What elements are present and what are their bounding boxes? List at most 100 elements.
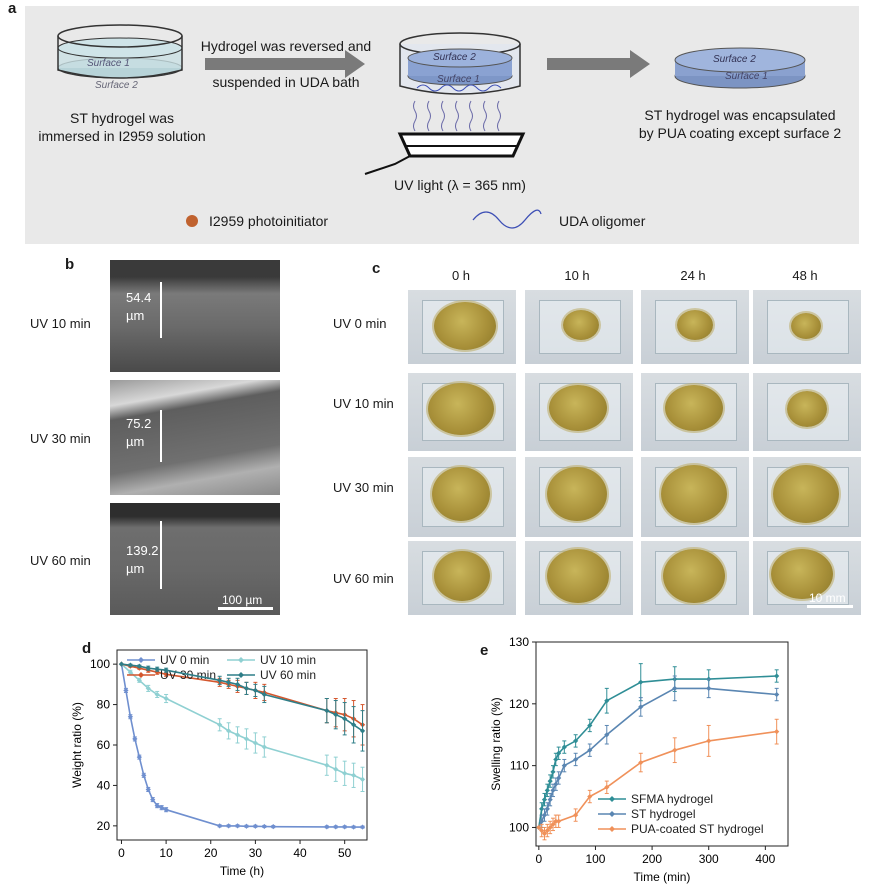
sem-scale-bar bbox=[218, 607, 273, 610]
data-point bbox=[351, 824, 357, 830]
series-line bbox=[120, 663, 363, 828]
y-tick-label: 20 bbox=[97, 819, 111, 833]
data-point bbox=[270, 824, 276, 830]
data-point bbox=[638, 759, 644, 766]
panel-label-a: a bbox=[8, 0, 17, 17]
data-point bbox=[541, 831, 548, 837]
x-tick-label: 20 bbox=[204, 846, 218, 860]
arrow-text-line-2: suspended in UDA bath bbox=[212, 74, 360, 90]
y-axis-label: Weight ratio (%) bbox=[70, 702, 84, 788]
data-point bbox=[706, 685, 712, 691]
data-point bbox=[550, 769, 556, 775]
sem-image-uv10: 54.4 µm bbox=[110, 260, 280, 372]
data-point bbox=[217, 677, 223, 683]
legend-label: ST hydrogel bbox=[631, 807, 695, 821]
legend-marker bbox=[609, 826, 615, 832]
thickness-marker bbox=[160, 410, 162, 462]
series-line bbox=[538, 687, 777, 828]
legend-marker bbox=[238, 657, 244, 663]
x-tick-label: 10 bbox=[159, 846, 173, 860]
sem-image-uv30: 75.2 µm bbox=[110, 380, 280, 495]
x-tick-label: 200 bbox=[642, 852, 662, 866]
data-point bbox=[359, 728, 366, 734]
y-tick-label: 60 bbox=[97, 738, 111, 752]
data-point bbox=[556, 775, 562, 781]
x-tick-label: 40 bbox=[293, 846, 307, 860]
step-1-line-1: ST hydrogel was bbox=[69, 110, 174, 126]
data-point bbox=[359, 824, 366, 830]
data-point bbox=[544, 806, 550, 812]
data-point bbox=[774, 673, 780, 679]
data-point bbox=[672, 685, 678, 691]
legend-photoinitiator: I2959 photoinitiator bbox=[209, 213, 329, 229]
data-point bbox=[774, 729, 780, 735]
process-arrow-1 bbox=[205, 50, 365, 78]
panel-label-c: c bbox=[372, 260, 381, 277]
data-point bbox=[163, 807, 169, 813]
surface-1-label-final: Surface 1 bbox=[725, 71, 768, 82]
data-point bbox=[118, 661, 125, 667]
photo-uv10-48h bbox=[753, 373, 861, 451]
data-point bbox=[163, 667, 169, 673]
photo-col-48h: 48 h bbox=[792, 268, 818, 283]
data-point bbox=[243, 736, 250, 742]
swelling-ratio-chart: 0 100 200 300 400 100 110 120 130 Time (min) Swell… bbox=[489, 635, 789, 884]
x-tick-label: 0 bbox=[535, 852, 542, 866]
surface-2-label-dish1: Surface 2 bbox=[95, 80, 138, 91]
legend-label: UV 60 min bbox=[260, 668, 316, 682]
data-point bbox=[351, 722, 357, 728]
photo-uv0-0h bbox=[408, 290, 516, 364]
photo-uv0-10h bbox=[525, 290, 633, 364]
data-point bbox=[774, 691, 780, 698]
schematic-panel: Surface 1 Surface 2 Surface 2 Surface 1 … bbox=[25, 6, 859, 244]
photo-uv30-24h bbox=[641, 457, 749, 537]
x-tick-label: 30 bbox=[249, 846, 263, 860]
series-pua-coated-st-hydrogel bbox=[536, 718, 780, 841]
legend-label: UV 10 min bbox=[260, 653, 316, 667]
data-point bbox=[561, 744, 567, 750]
photo-uv0-24h bbox=[641, 290, 749, 364]
data-point bbox=[550, 821, 556, 827]
surface-2-label-dish2: Surface 2 bbox=[433, 52, 476, 63]
x-axis-label: Time (min) bbox=[634, 870, 691, 884]
legend-label: SFMA hydrogel bbox=[631, 792, 713, 806]
photo-uv30-10h bbox=[525, 457, 633, 537]
legend-marker bbox=[138, 657, 144, 663]
data-point bbox=[261, 823, 267, 830]
photo-uv60-48h: 10 mm bbox=[753, 541, 861, 615]
data-point bbox=[561, 763, 567, 769]
surface-2-label-final: Surface 2 bbox=[713, 54, 756, 65]
thickness-value: 54.4 bbox=[126, 290, 152, 305]
panel-label-d: d bbox=[82, 640, 92, 657]
data-point bbox=[252, 687, 258, 694]
data-point bbox=[217, 823, 223, 829]
photo-row-uv60: UV 60 min bbox=[333, 571, 394, 586]
x-tick-label: 300 bbox=[699, 852, 719, 866]
data-point bbox=[154, 691, 160, 698]
sem-image-uv60: 139.2 µm 100 µm bbox=[110, 503, 280, 615]
y-tick-label: 40 bbox=[97, 778, 111, 792]
data-point bbox=[333, 766, 339, 772]
data-point bbox=[544, 787, 550, 793]
sem-row-label-2: UV 30 min bbox=[30, 431, 91, 446]
series-uv-0-min bbox=[118, 661, 366, 830]
photo-uv10-0h bbox=[408, 373, 516, 451]
data-point bbox=[252, 823, 258, 829]
dish-1 bbox=[57, 24, 183, 79]
x-tick-label: 50 bbox=[338, 846, 352, 860]
photoinitiator-dot-icon bbox=[186, 215, 198, 227]
data-point bbox=[150, 796, 156, 803]
thickness-marker bbox=[160, 282, 162, 338]
data-point bbox=[333, 824, 339, 830]
data-point bbox=[234, 732, 241, 738]
weight-ratio-chart: 0 10 20 30 40 50 20 40 60 80 100 Time (h) Weight rat… bbox=[70, 649, 368, 878]
legend-oligomer: UDA oligomer bbox=[559, 213, 646, 229]
data-point bbox=[234, 823, 241, 829]
series-line bbox=[538, 675, 777, 828]
data-point bbox=[541, 797, 548, 803]
legend-marker bbox=[609, 796, 615, 802]
photo-uv30-48h bbox=[753, 457, 861, 537]
plot-frame bbox=[116, 649, 368, 841]
data-point bbox=[672, 747, 678, 753]
y-tick-label: 100 bbox=[90, 657, 110, 671]
